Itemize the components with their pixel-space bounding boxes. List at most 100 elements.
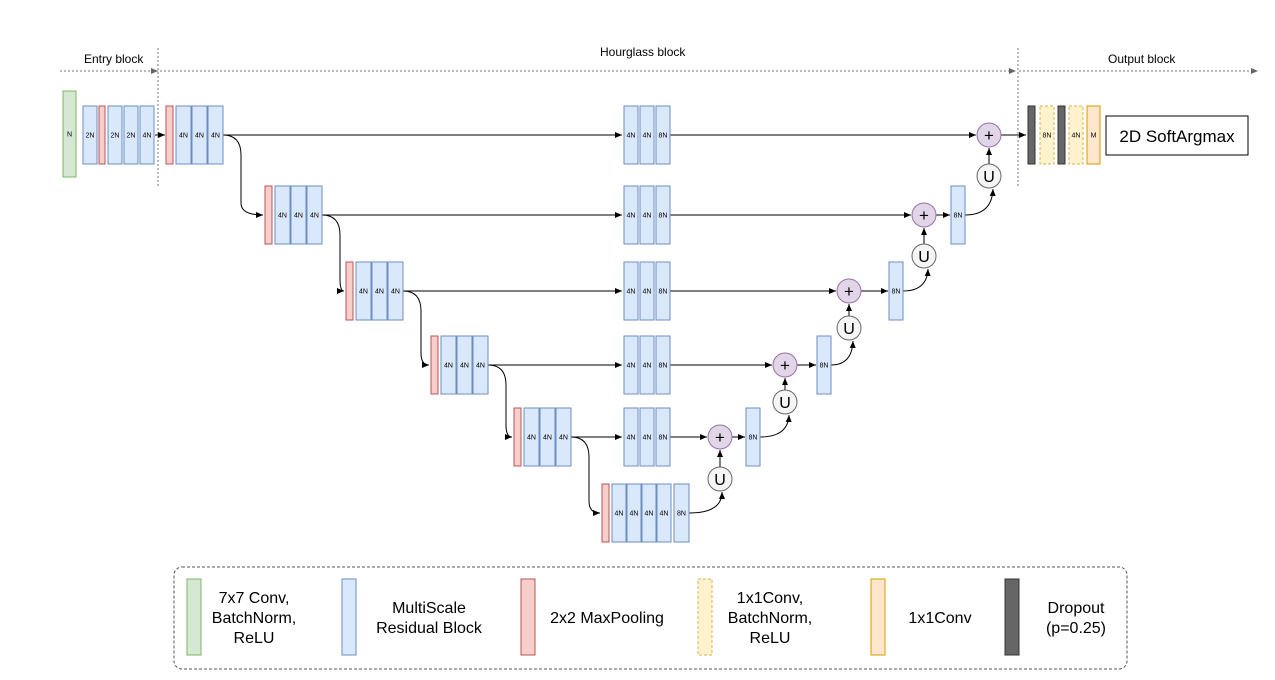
level4-add-node: +: [772, 352, 798, 378]
bottom-msrb-4-label: 4N: [660, 511, 669, 518]
level3-skip-msrb-2-label: 4N: [643, 289, 652, 296]
level2-upsample-node-symbol: U: [918, 249, 930, 266]
level5-decoder-msrb: 8N: [745, 407, 761, 467]
output-conv1x1-bn-1: 8N: [1039, 105, 1055, 165]
level2-upsample-node: U: [911, 243, 937, 269]
legend-dropout-label-2: (p=0.25): [1046, 620, 1106, 637]
entry-msrb-3-label: 2N: [127, 133, 136, 140]
level2-skip-msrb-3: 8N: [655, 185, 671, 245]
level3-encoder-msrb-2-label: 4N: [375, 289, 384, 296]
level1-skip-msrb-2: 4N: [639, 105, 655, 165]
entry-msrb-2: 2N: [107, 105, 123, 165]
output-conv1x1-bn-2: 4N: [1068, 105, 1084, 165]
level4-add-node-symbol: +: [780, 356, 790, 375]
level3-decoder-msrb: 8N: [888, 261, 904, 321]
bottom-msrb-3-label: 4N: [645, 511, 654, 518]
legend-msrb-label-2: Residual Block: [376, 620, 483, 637]
level4-decoder-to-upsample-curve: [830, 340, 856, 366]
entry-msrb-1-label: 2N: [86, 133, 95, 140]
bottom-msrb-3: 4N: [641, 483, 657, 543]
level3-encoder-msrb-3: 4N: [387, 261, 404, 321]
level5-skip-msrb-1-label: 4N: [627, 435, 636, 442]
level4-down-curve: [487, 364, 513, 440]
level3-add-node-symbol: +: [844, 282, 854, 301]
level1-skip-msrb-3-label: 8N: [659, 133, 668, 140]
level1-skip-msrb-1-label: 4N: [627, 133, 636, 140]
level4-skip-msrb-3: 8N: [655, 335, 671, 395]
bottom-msrb-5: 8N: [673, 483, 690, 543]
level3-decoder-to-upsample-curve: [902, 268, 931, 292]
level3-maxpool: [345, 261, 354, 321]
legend-conv7x7-swatch: [186, 578, 202, 656]
entry-msrb-4-label: 4N: [143, 133, 152, 140]
legend-conv7x7-label-1: 7x7 Conv,: [219, 590, 290, 607]
bottom-maxpool: [601, 483, 610, 543]
network-blocks: N 2N 2N 2N 4N 4N 4N 4N 4N 4N 8N 4N 4N 4N 4N 4N 8N 4N 4N 4N 4…: [62, 90, 1101, 543]
level5-encoder-msrb-2-label: 4N: [543, 435, 552, 442]
output-dropout-2: [1057, 105, 1066, 165]
entry-msrb-1: 2N: [82, 105, 98, 165]
level4-encoder-msrb-2: 4N: [456, 335, 473, 395]
legend-conv1x1-bn-label-2: BatchNorm,: [728, 610, 812, 627]
level1-maxpool: [165, 105, 174, 165]
section-headers: Entry block Hourglass block Output block: [60, 45, 1258, 188]
level1-down-curve: [222, 134, 264, 218]
bottom-msrb-1-label: 4N: [615, 511, 624, 518]
level5-encoder-msrb-1-label: 4N: [527, 435, 536, 442]
entry-msrb-3: 2N: [123, 105, 139, 165]
level3-upsample-node: U: [836, 315, 862, 341]
output-block-label: Output block: [1108, 52, 1176, 66]
level2-skip-msrb-1: 4N: [623, 185, 639, 245]
level3-skip-msrb-3-label: 8N: [659, 289, 668, 296]
level5-skip-msrb-3-label: 8N: [659, 435, 668, 442]
level5-encoder-msrb-1: 4N: [523, 407, 540, 467]
output-conv1x1-label: M: [1091, 133, 1097, 140]
level4-decoder-msrb: 8N: [816, 335, 832, 395]
level5-encoder-msrb-3: 4N: [555, 407, 572, 467]
level4-decoder-msrb-label: 8N: [820, 363, 829, 370]
level5-encoder-msrb-3-label: 4N: [559, 435, 568, 442]
bottom-msrb-1: 4N: [611, 483, 627, 543]
level5-maxpool: [513, 407, 522, 467]
level3-down-curve: [402, 290, 430, 368]
level5-upsample-node: U: [707, 466, 733, 492]
legend-dropout-label-1: Dropout: [1048, 600, 1105, 617]
level1-add-node-symbol: +: [984, 126, 994, 145]
level1-skip-msrb-1: 4N: [623, 105, 639, 165]
level3-encoder-msrb-1: 4N: [355, 261, 372, 321]
level2-skip-msrb-2-label: 4N: [643, 213, 652, 220]
level5-upsample-node-symbol: U: [714, 472, 726, 489]
level1-skip-msrb-3: 8N: [655, 105, 671, 165]
level2-encoder-msrb-2: 4N: [290, 185, 307, 245]
level3-encoder-msrb-1-label: 4N: [359, 289, 368, 296]
level4-encoder-msrb-1-label: 4N: [444, 363, 453, 370]
bottom-msrb-4: 4N: [656, 483, 672, 543]
hourglass-block-label: Hourglass block: [600, 45, 686, 59]
legend-msrb-label-1: MultiScale: [392, 600, 466, 617]
legend-maxpool-swatch: [520, 578, 536, 656]
level2-encoder-msrb-3: 4N: [306, 185, 323, 245]
entry-conv7x7-label: N: [67, 132, 72, 139]
level1-add-node: +: [976, 122, 1002, 148]
level1-encoder-msrb-2-label: 4N: [195, 133, 204, 140]
legend-conv7x7-label-2: BatchNorm,: [212, 610, 296, 627]
legend-maxpool-label-1: 2x2 MaxPooling: [550, 610, 664, 627]
level2-skip-msrb-1-label: 4N: [627, 213, 636, 220]
entry-maxpool: [98, 105, 106, 165]
level2-add-node: +: [911, 202, 937, 228]
level5-skip-msrb-1: 4N: [623, 407, 639, 467]
level1-encoder-msrb-2: 4N: [191, 105, 208, 165]
level4-upsample-node: U: [772, 389, 798, 415]
entry-msrb-2-label: 2N: [111, 133, 120, 140]
output-softargmax: 2D SoftArgmax: [1105, 115, 1249, 156]
level3-skip-msrb-2: 4N: [639, 261, 655, 321]
level5-decoder-msrb-label: 8N: [749, 435, 758, 442]
level4-skip-msrb-1: 4N: [623, 335, 639, 395]
entry-msrb-4: 4N: [139, 105, 155, 165]
level5-down-curve: [570, 436, 601, 516]
connections: [155, 132, 1026, 516]
level4-encoder-msrb-3-label: 4N: [476, 363, 485, 370]
legend-conv7x7-label-3: ReLU: [234, 630, 275, 647]
legend-conv1x1-label-1: 1x1Conv: [908, 610, 971, 627]
